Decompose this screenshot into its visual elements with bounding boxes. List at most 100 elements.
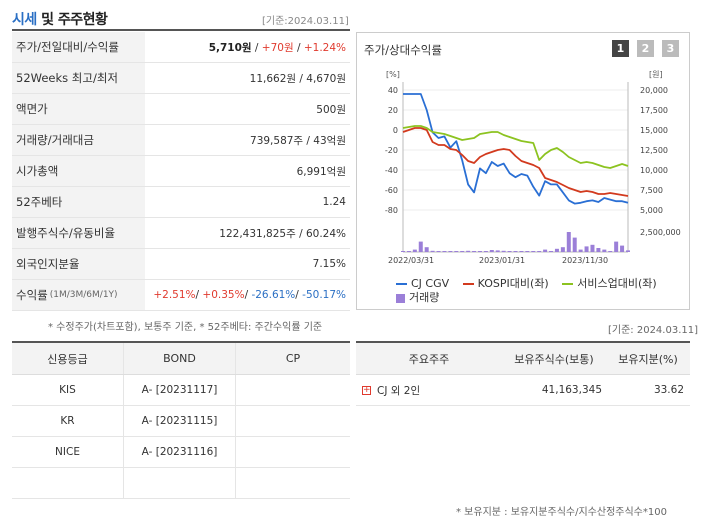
left-tick-label: 0 [393, 126, 398, 135]
right-axis-unit: [원] [649, 70, 663, 79]
info-value: 5,710원 / +70원 / +1.24% [145, 40, 350, 55]
volume-tick-label: 2,500,000 [640, 228, 681, 237]
x-tick-label: 2022/03/31 [388, 256, 434, 265]
info-value: 6,991억원 [296, 165, 346, 178]
info-value: +2.51%/ +0.35%/ -26.61%/ -50.17% [153, 289, 346, 301]
section-title-accent: 시세 [12, 12, 37, 28]
volume-bar [608, 251, 613, 252]
header-rating: 신용등급 [12, 343, 124, 374]
right-tick-label: 15,000 [640, 126, 668, 135]
legend-label: KOSPI대비(좌) [477, 277, 549, 290]
right-tick-label: 17,500 [640, 106, 668, 115]
return-3m: +0.35% [202, 289, 245, 301]
volume-bar [501, 250, 506, 252]
info-value: 500원 [316, 103, 346, 116]
volume-bar [513, 251, 518, 252]
info-label: 시가총액 [12, 156, 145, 186]
empty-cell [12, 468, 124, 498]
expand-plus-icon[interactable]: + [362, 384, 371, 395]
volume-bar [448, 251, 453, 252]
volume-bar [412, 249, 417, 252]
volume-bar [424, 247, 429, 252]
volume-bar [477, 251, 482, 252]
volume-bar [614, 241, 619, 252]
volume-bar [543, 249, 548, 252]
x-tick-label: 2023/01/31 [479, 256, 525, 265]
info-label: 52Weeks 최고/최저 [12, 63, 145, 93]
info-label: 외국인지분율 [12, 249, 145, 279]
volume-bar [430, 250, 435, 252]
left-tick-label: -60 [385, 186, 398, 195]
return-6m: -26.61% [251, 289, 296, 301]
left-tick-label: -80 [385, 206, 398, 215]
empty-cell [124, 468, 236, 498]
info-label-period: (1M/3M/6M/1Y) [49, 290, 118, 300]
left-axis-unit: [%] [386, 70, 400, 79]
info-row-par-value: 액면가 500원 [12, 94, 350, 125]
footnote-price: * 수정주가(차트포함), 보통주 기준, * 52주베타: 주간수익률 기준 [48, 322, 323, 333]
return-1m: +2.51% [153, 289, 196, 301]
info-row-shares: 발행주식수/유동비율 122,431,825주 / 60.24% [12, 218, 350, 249]
base-date-mid: [기준: 2024.03.11] [608, 325, 699, 336]
legend-item-kospi[interactable]: KOSPI대비(좌) [462, 277, 549, 291]
holder-name: CJ 외 2인 [377, 384, 421, 397]
cp-rating [236, 437, 350, 467]
volume-bar [472, 251, 477, 252]
return-1y: -50.17% [302, 289, 346, 301]
price-change: +70원 [261, 41, 294, 54]
series-line-2 [402, 125, 629, 169]
volume-bar [401, 251, 405, 252]
header-shares: 보유주식수(보통) [514, 352, 594, 366]
volume-bar [578, 249, 583, 252]
legend-line-icon [462, 283, 474, 285]
chart-page-3-button[interactable]: 3 [662, 40, 679, 57]
header-pct: 보유지분(%) [618, 352, 678, 366]
price-relative-chart: [%] [원] 40 20,000 20 17,500 0 15,000 -20 12,500 -4… [385, 70, 681, 265]
volume-bar [483, 251, 488, 252]
table-row: KIS A- [20231117] [12, 375, 350, 406]
rating-agency: KIS [12, 375, 124, 405]
volume-bar [436, 251, 441, 252]
chart-page-2-button[interactable]: 2 [637, 40, 654, 57]
legend-item-cjcgv[interactable]: CJ CGV [396, 277, 449, 291]
bond-rating: A- [20231117] [124, 375, 236, 405]
table-row-empty [12, 468, 350, 499]
info-row-market-cap: 시가총액 6,991억원 [12, 156, 350, 187]
volume-bar [626, 250, 630, 252]
info-row-returns: 수익률 (1M/3M/6M/1Y) +2.51%/ +0.35%/ -26.61%… [12, 280, 350, 311]
chart-page-1-button[interactable]: 1 [612, 40, 629, 57]
rating-agency: NICE [12, 437, 124, 467]
legend-item-volume[interactable]: 거래량 [396, 291, 439, 305]
volume-bar [406, 251, 411, 252]
volume-bar [460, 251, 465, 252]
info-row-volume: 거래량/거래대금 739,587주 / 43억원 [12, 125, 350, 156]
current-price: 5,710원 [208, 41, 252, 54]
holder-name-cell[interactable]: + CJ 외 2인 [356, 375, 502, 405]
holder-pct: 33.62 [653, 384, 684, 396]
section-title: 시세 및 주주현황 [12, 9, 108, 29]
right-tick-label: 5,000 [640, 206, 663, 215]
table-header: 주요주주 보유주식수(보통) 보유지분(%) [356, 343, 690, 375]
volume-bar [489, 250, 494, 252]
legend-line-icon [562, 283, 574, 285]
info-row-52weeks: 52Weeks 최고/최저 11,662원 / 4,670원 [12, 63, 350, 94]
volume-bar [572, 237, 577, 252]
right-tick-label: 20,000 [640, 86, 668, 95]
holder-shares: 41,163,345 [541, 384, 602, 396]
cp-rating [236, 406, 350, 436]
cp-rating [236, 375, 350, 405]
volume-bar [525, 251, 530, 252]
base-date: [기준:2024.03.11] [262, 16, 349, 27]
volume-bar [466, 250, 471, 252]
info-value: 122,431,825주 / 60.24% [219, 227, 346, 240]
legend-label: CJ CGV [411, 277, 450, 290]
chart-legend: CJ CGV KOSPI대비(좌) 서비스업대비(좌) 거래량 [396, 275, 686, 307]
bond-rating: A- [20231115] [124, 406, 236, 436]
divider [12, 29, 350, 31]
table-header: 신용등급 BOND CP [12, 343, 350, 375]
rating-agency: KR [12, 406, 124, 436]
legend-item-service[interactable]: 서비스업대비(좌) [562, 277, 657, 291]
info-value: 1.24 [322, 196, 346, 208]
volume-bar [549, 251, 554, 252]
info-label: 52주베타 [12, 187, 145, 217]
